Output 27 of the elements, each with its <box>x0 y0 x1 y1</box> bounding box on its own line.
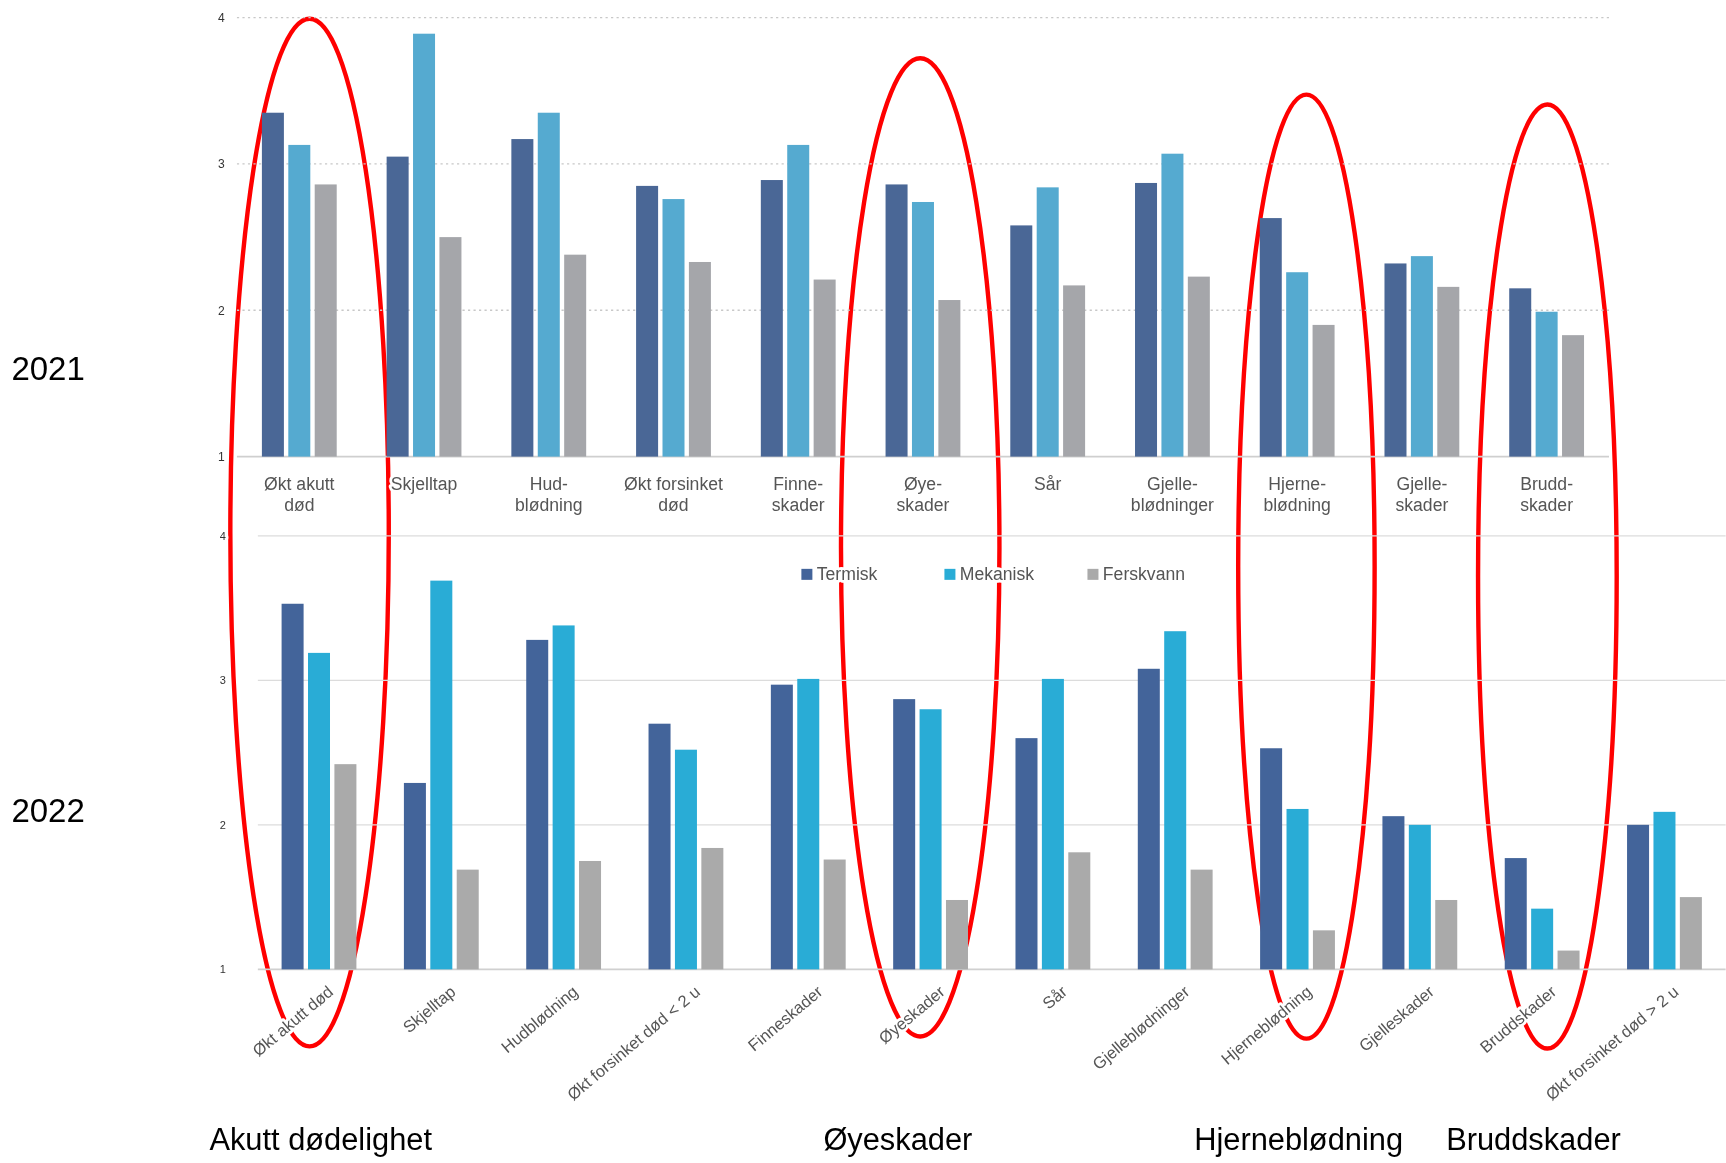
x-tick-label: Sår <box>1038 981 1071 1013</box>
y-tick-label: 2 <box>218 303 226 318</box>
y-tick-label: 3 <box>218 157 226 172</box>
x-tick-label: Brudd- skader <box>1520 473 1574 515</box>
y-tick-label: 1 <box>218 450 226 465</box>
x-tick-label: Gjelle- skader <box>1395 473 1449 515</box>
text: 2022 <box>11 791 85 829</box>
x-tick-label: Øye- skader <box>896 473 950 515</box>
y-tick-label: 2 <box>219 818 226 831</box>
legend-label: Ferskvann <box>1102 563 1185 584</box>
x-tick-label: Hjerne- blødning <box>1263 473 1331 515</box>
text: Hjerneblødning <box>1194 1121 1404 1157</box>
x-tick-label: Sår <box>1034 473 1062 494</box>
x-tick-label: Gjelle- blødninger <box>1130 473 1215 515</box>
text: Bruddskader <box>1446 1121 1621 1157</box>
y-tick-label: 4 <box>218 11 226 26</box>
y-tick-label: 3 <box>219 674 226 687</box>
x-tick-label: Skjelltap <box>390 473 458 494</box>
y-tick-label: 4 <box>219 529 226 542</box>
x-tick-label: Økt forsinket død <box>624 473 723 515</box>
x-tick-label: Økt akutt død <box>264 473 335 515</box>
text: Øyeskader <box>823 1121 973 1157</box>
x-tick-label: Hud- blødning <box>515 473 583 515</box>
y-tick-label: 1 <box>219 963 226 976</box>
x-tick-label: Finne- skader <box>771 473 825 515</box>
text: Akutt dødelighet <box>209 1121 433 1157</box>
text: 2021 <box>11 349 85 387</box>
